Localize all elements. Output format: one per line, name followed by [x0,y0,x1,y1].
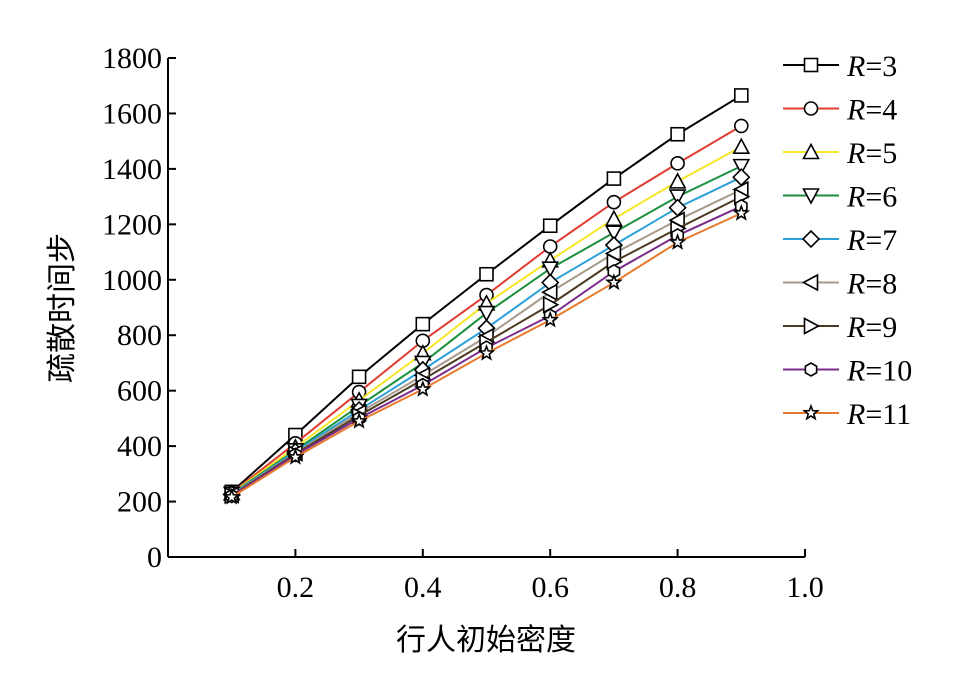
legend-marker [802,403,820,421]
data-point [732,158,751,176]
data-point [541,310,560,328]
legend-label: R=9 [846,311,897,344]
legend-label: R=7 [846,224,897,257]
legend-label: R=3 [846,50,897,83]
axes: 0 200 400 600 800 1000 1200 1400 1600 1800 0.2 0.4 0… [102,42,824,604]
data-point [542,295,560,314]
x-tick-label: 0.8 [659,571,697,604]
data-point [670,156,685,171]
legend-marker [803,101,819,116]
data-point [733,88,749,103]
y-tick-label: 400 [117,430,162,463]
data-point [668,172,687,189]
data-point [541,283,558,302]
legend-item: R=11 [783,398,911,431]
y-tick-label: 1600 [102,97,162,130]
data-point [542,239,558,254]
legend-label: R=8 [846,268,897,301]
data-point [732,137,751,155]
legend-item: R=7 [783,224,897,257]
plot-area [222,88,751,505]
legend-marker [801,229,821,249]
legend-item: R=3 [783,50,897,83]
legend-label: R=5 [846,137,897,170]
y-tick-label: 0 [147,541,162,574]
y-tick-label: 1400 [102,153,162,186]
x-tick-label: 0.2 [277,571,315,604]
x-tick-label: 0.4 [404,571,442,604]
legend-item: R=5 [783,137,897,170]
data-point [733,118,749,134]
data-point [477,343,496,361]
legend-item: R=6 [783,181,897,214]
legend-marker [802,188,820,205]
y-tick-label: 1800 [102,42,162,75]
legend: R=3 R=4 R=5 R=6 R=7 R=8 R=9 R=10 R=11 [783,50,912,431]
data-point [413,379,432,397]
data-point [222,487,241,505]
y-tick-label: 1000 [102,264,162,297]
data-point [351,369,367,385]
data-point [670,126,685,142]
data-point [606,194,622,210]
series-11 [222,203,751,505]
data-point [605,273,623,291]
y-axis-label: 疏散时间步 [45,233,80,383]
legend-label: R=10 [846,355,912,388]
legend-label: R=4 [846,94,897,127]
data-point [479,266,494,282]
data-point [605,225,623,242]
data-point [415,316,431,332]
y-tick-label: 1200 [102,208,162,241]
data-point [477,305,496,323]
legend-item: R=8 [783,268,897,301]
legend-marker [803,317,821,335]
data-point [732,203,751,221]
x-axis-label: 行人初始密度 [396,623,576,658]
data-point [668,233,687,250]
y-tick-label: 200 [117,486,162,519]
data-point [605,209,623,227]
data-point [668,189,687,206]
legend-item: R=9 [783,311,897,344]
legend-item: R=10 [783,355,912,388]
data-point [606,171,622,186]
x-tick-label: 0.6 [531,571,569,604]
data-point [350,411,368,429]
data-point [542,218,558,234]
legend-item: R=4 [783,94,897,127]
x-tick-label: 1.0 [786,571,824,604]
legend-marker [801,273,819,292]
y-tick-label: 800 [117,319,162,352]
data-point [541,261,560,278]
legend-label: R=11 [846,398,911,431]
y-tick-label: 600 [117,375,162,408]
legend-marker [802,142,820,160]
legend-label: R=6 [846,181,897,214]
data-point [286,447,305,465]
legend-marker [803,57,819,73]
legend-marker [804,362,818,377]
